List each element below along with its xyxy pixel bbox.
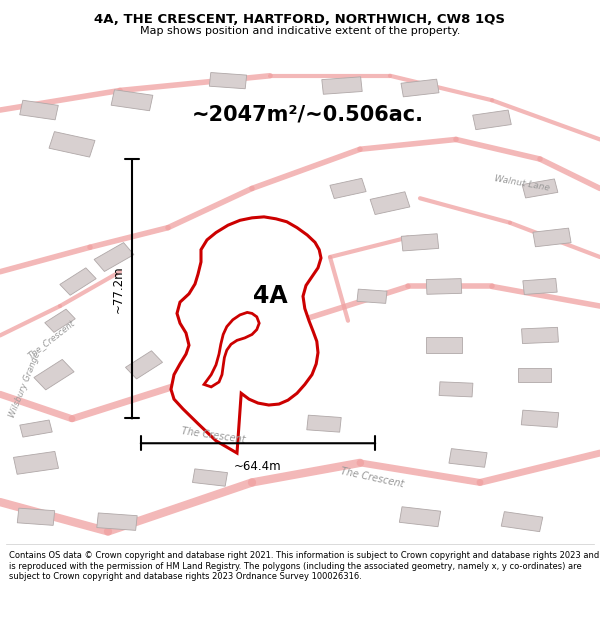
Bar (193, 469, 227, 486)
Bar (322, 77, 362, 94)
Bar (279, 312, 309, 329)
Text: 4A: 4A (253, 284, 287, 308)
Bar (242, 234, 274, 251)
Text: ~2047m²/~0.506ac.: ~2047m²/~0.506ac. (192, 105, 424, 125)
Bar (449, 449, 487, 468)
Bar (20, 420, 52, 437)
Bar (125, 351, 163, 379)
Bar (13, 451, 59, 474)
Bar (401, 79, 439, 97)
Bar (97, 513, 137, 531)
Text: The_Crescent: The_Crescent (26, 318, 76, 361)
Text: Map shows position and indicative extent of the property.: Map shows position and indicative extent… (140, 26, 460, 36)
Text: ~64.4m: ~64.4m (234, 461, 282, 473)
Bar (111, 90, 153, 111)
Bar (34, 359, 74, 390)
Bar (209, 72, 247, 89)
Bar (94, 242, 134, 271)
Text: The Crescent: The Crescent (340, 466, 404, 489)
Bar (517, 368, 551, 381)
Bar (203, 297, 235, 315)
Text: ~77.2m: ~77.2m (112, 265, 125, 312)
Text: Contains OS data © Crown copyright and database right 2021. This information is : Contains OS data © Crown copyright and d… (9, 551, 599, 581)
Polygon shape (204, 312, 259, 387)
Bar (60, 268, 96, 295)
Bar (426, 338, 462, 353)
Bar (521, 410, 559, 428)
Bar (400, 507, 440, 527)
Bar (522, 179, 558, 198)
Bar (501, 512, 543, 532)
Bar (17, 508, 55, 526)
Text: Wilsbury Grange: Wilsbury Grange (8, 351, 43, 419)
Text: The Crescent: The Crescent (181, 426, 245, 446)
Bar (258, 267, 294, 286)
Bar (20, 100, 58, 120)
Bar (401, 234, 439, 251)
Bar (521, 328, 559, 344)
Bar (45, 309, 75, 332)
Bar (212, 341, 244, 359)
Bar (49, 132, 95, 157)
Bar (533, 228, 571, 247)
Bar (203, 252, 241, 272)
Text: 4A, THE CRESCENT, HARTFORD, NORTHWICH, CW8 1QS: 4A, THE CRESCENT, HARTFORD, NORTHWICH, C… (95, 12, 505, 26)
Bar (473, 110, 511, 129)
Bar (357, 289, 387, 303)
Bar (523, 279, 557, 294)
Bar (330, 178, 366, 199)
Bar (307, 415, 341, 432)
Text: Walnut Lane: Walnut Lane (494, 174, 550, 193)
Bar (370, 192, 410, 214)
Polygon shape (171, 217, 321, 453)
Bar (439, 382, 473, 397)
Bar (426, 279, 462, 294)
